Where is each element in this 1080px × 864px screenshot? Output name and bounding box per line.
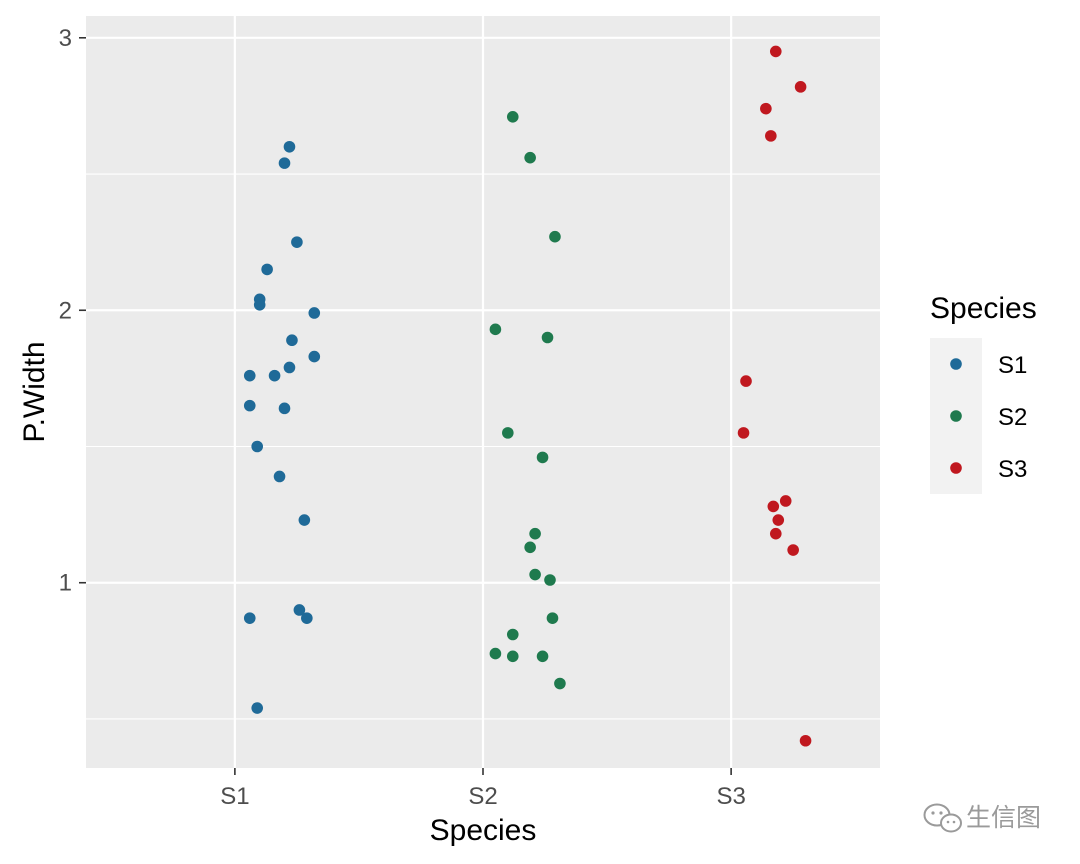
- data-point-s1: [278, 157, 291, 169]
- legend-swatch-s3: [950, 462, 962, 474]
- data-point-s3: [740, 375, 752, 387]
- legend-entries: S1 S2 S3: [930, 338, 1027, 494]
- legend-label-s1: S1: [998, 352, 1027, 379]
- data-point-s2: [536, 451, 549, 464]
- data-point-s1: [243, 369, 256, 382]
- data-points: [243, 45, 812, 747]
- legend-title: Species: [930, 292, 1037, 325]
- legend-label-s2: S2: [998, 404, 1027, 431]
- data-point-s2: [536, 650, 549, 663]
- y-axis-title: P.Width: [18, 341, 51, 442]
- data-point-s2: [524, 151, 536, 164]
- data-point-s1: [301, 612, 313, 624]
- data-point-s3: [769, 527, 782, 540]
- data-point-s3: [772, 514, 785, 526]
- data-point-s3: [769, 45, 782, 58]
- data-point-s1: [278, 402, 291, 415]
- legend-swatch-s2: [950, 410, 962, 422]
- data-point-s3: [794, 81, 807, 93]
- watermark-text: 生信图: [966, 803, 1041, 832]
- legend-label-s3: S3: [998, 456, 1027, 483]
- data-point-s1: [291, 236, 303, 248]
- data-point-s2: [506, 650, 519, 663]
- wechat-icon: [923, 803, 962, 833]
- data-point-s2: [529, 568, 541, 581]
- data-point-s2: [554, 677, 566, 690]
- x-tick-label: S1: [220, 783, 249, 810]
- data-point-s1: [243, 399, 256, 412]
- y-tick-label: 3: [59, 25, 72, 52]
- data-point-s1: [261, 263, 273, 276]
- data-point-s1: [293, 604, 306, 616]
- data-point-s1: [308, 307, 321, 319]
- data-point-s2: [546, 612, 559, 624]
- data-point-s1: [298, 514, 311, 526]
- legend-swatch-s1: [950, 358, 962, 370]
- y-tick-label: 2: [59, 297, 72, 324]
- data-point-s2: [524, 541, 536, 554]
- data-point-s1: [308, 350, 321, 363]
- x-tick-label: S3: [716, 783, 745, 810]
- data-point-s1: [243, 612, 256, 624]
- axes: 1 2 3 S1 S2 S3: [59, 25, 746, 810]
- legend: Species S1 S2 S3: [930, 292, 1037, 494]
- data-point-s2: [544, 574, 556, 586]
- data-point-s2: [549, 230, 561, 243]
- data-point-s2: [502, 427, 514, 439]
- watermark: 生信图: [923, 803, 1041, 833]
- data-point-s3: [779, 495, 792, 507]
- data-point-s2: [489, 323, 502, 336]
- data-point-s2: [506, 628, 519, 641]
- data-point-s3: [799, 734, 812, 747]
- data-point-s1: [253, 299, 266, 311]
- data-point-s1: [273, 470, 286, 483]
- data-point-s3: [767, 500, 780, 513]
- data-point-s1: [251, 702, 264, 714]
- data-point-s3: [760, 102, 772, 115]
- data-point-s1: [268, 369, 281, 382]
- data-point-s1: [283, 361, 296, 374]
- data-point-s1: [251, 440, 264, 453]
- grid-lines: [86, 16, 880, 768]
- data-point-s2: [529, 527, 541, 540]
- data-point-s1: [286, 334, 298, 347]
- x-tick-label: S2: [468, 783, 497, 810]
- data-point-s3: [765, 130, 777, 142]
- data-point-s3: [737, 427, 750, 439]
- y-tick-label: 1: [59, 570, 72, 597]
- data-point-s2: [489, 647, 502, 660]
- x-axis-title: Species: [430, 814, 537, 847]
- data-point-s2: [506, 111, 519, 123]
- data-point-s3: [787, 544, 799, 556]
- data-point-s1: [283, 140, 296, 153]
- data-point-s2: [541, 331, 554, 344]
